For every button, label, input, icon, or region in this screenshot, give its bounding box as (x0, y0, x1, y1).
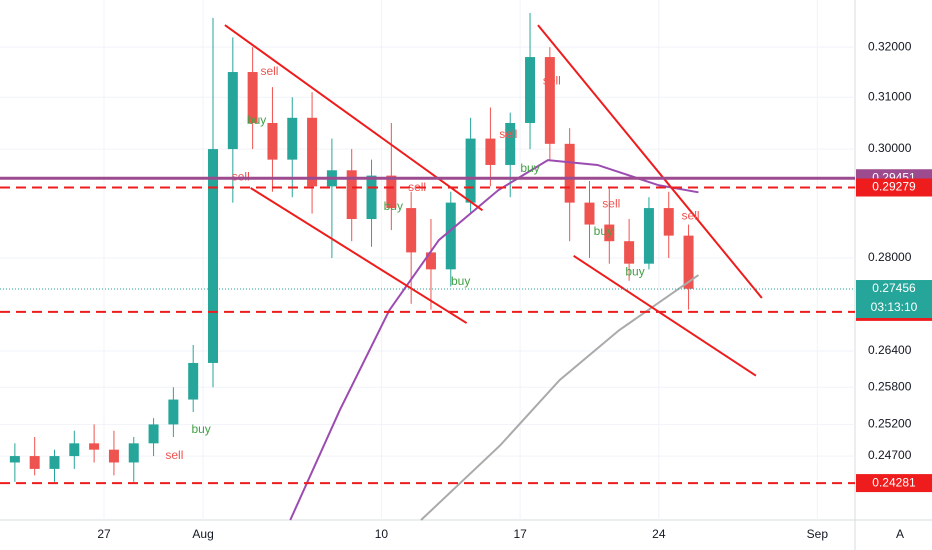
trendline (573, 254, 757, 377)
signal-label: sell (543, 73, 561, 87)
trendline (537, 24, 763, 299)
candle-body (89, 443, 100, 450)
trendline (250, 187, 468, 324)
signal-label: sell (232, 169, 250, 183)
candle-body (366, 175, 377, 220)
y-tick-label: 0.26400 (868, 343, 912, 357)
candle-body (604, 224, 615, 242)
candle-body (69, 443, 80, 457)
x-tick-label: 24 (652, 527, 666, 541)
candle-body (188, 362, 199, 400)
x-tick-label: 27 (97, 527, 111, 541)
signal-label: buy (520, 161, 539, 175)
candle-body (544, 57, 555, 144)
candle-body (624, 241, 635, 264)
y-tick-label: 0.25800 (868, 379, 912, 393)
y-tick-label: 0.32000 (868, 39, 912, 53)
candle-body (108, 449, 119, 463)
candle-body (247, 72, 258, 123)
x-tick-label: Aug (192, 527, 213, 541)
y-tick-label: 0.24700 (868, 448, 912, 462)
price-label: 0.24281 (872, 475, 916, 489)
candle-body (128, 443, 139, 463)
candle-body (683, 235, 694, 289)
countdown: 03:13:10 (871, 300, 918, 314)
x-tick-label: 17 (513, 527, 527, 541)
y-tick-label: 0.28000 (868, 250, 912, 264)
signal-label: buy (384, 199, 403, 213)
candle-body (425, 252, 436, 270)
candle-body (485, 138, 496, 165)
signal-label: sell (499, 127, 517, 141)
signal-label: sell (682, 208, 700, 222)
candle-body (406, 208, 417, 253)
y-tick-label: 0.30000 (868, 141, 912, 155)
candle-body (287, 117, 298, 160)
candle-body (227, 72, 238, 150)
signal-label: sell (602, 196, 620, 210)
signal-label: sell (260, 64, 278, 78)
candle-body (505, 122, 516, 165)
signal-label: sell (165, 448, 183, 462)
candle-body (584, 202, 595, 225)
last-price-bg (856, 280, 932, 319)
candle-body (307, 117, 318, 187)
candle-body (445, 202, 456, 270)
last-price-label: 0.27456 (872, 281, 916, 295)
candle-body (465, 138, 476, 203)
candle-body (49, 456, 60, 469)
x-tick-label: 10 (375, 527, 389, 541)
candle-body (148, 424, 159, 444)
candle-body (9, 456, 20, 463)
signal-label: buy (247, 113, 266, 127)
price-label-bg (856, 178, 932, 197)
candle-body (267, 122, 278, 160)
price-label: 0.29279 (872, 180, 916, 194)
auto-scale-button[interactable]: A (896, 527, 904, 541)
candle-body (208, 149, 219, 363)
x-tick-label: Sep (807, 527, 829, 541)
candle-body (346, 170, 357, 220)
candle-body (643, 208, 654, 264)
signal-label: buy (451, 274, 470, 288)
price-label-bg (856, 474, 932, 493)
candle-body (525, 57, 536, 123)
signal-label: buy (191, 422, 210, 436)
signal-label: buy (594, 224, 613, 238)
candle-body (564, 143, 575, 203)
candle-body (663, 208, 674, 236)
candle-body (29, 456, 40, 469)
signal-label: buy (625, 264, 644, 278)
candle-body (168, 399, 179, 425)
y-tick-label: 0.31000 (868, 89, 912, 103)
candle-body (386, 175, 397, 209)
y-tick-label: 0.25200 (868, 417, 912, 431)
